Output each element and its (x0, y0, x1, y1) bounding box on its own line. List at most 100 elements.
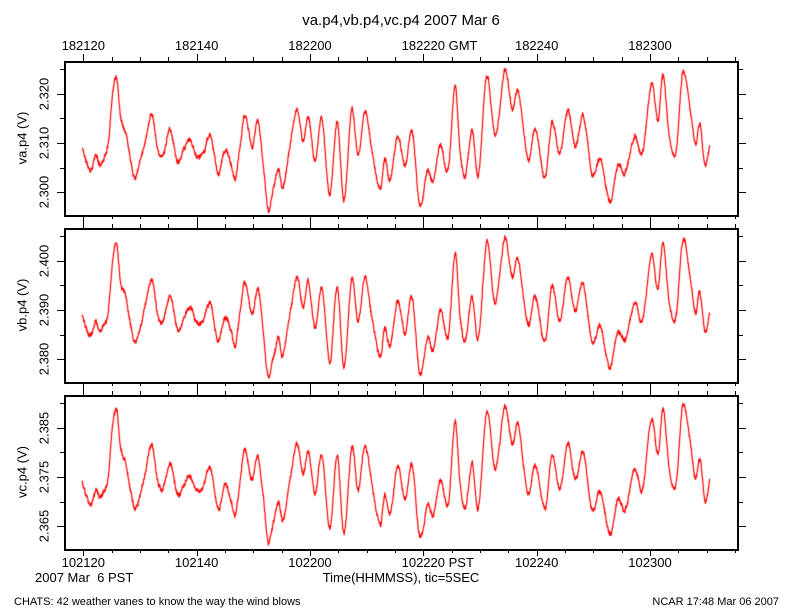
tick-mark (57, 261, 64, 262)
tick-mark (480, 382, 481, 386)
tick-mark (282, 549, 283, 553)
ytick-label: 2.320 (36, 77, 52, 110)
tick-mark (168, 57, 169, 61)
tick-mark (678, 549, 679, 553)
tick-mark (537, 388, 538, 395)
tick-mark (508, 382, 509, 386)
footer-caption: CHATS: 42 weather vanes to know the way … (14, 596, 301, 608)
ytick-label: 2.310 (36, 126, 52, 160)
tick-mark (282, 224, 283, 228)
tick-mark (537, 215, 538, 222)
tick-mark (622, 382, 623, 386)
tick-mark (197, 221, 198, 228)
tick-mark (678, 391, 679, 395)
tick-mark (593, 549, 594, 553)
gmt-tick-label-text: 182140 (174, 38, 219, 53)
tick-mark (650, 215, 651, 222)
tick-mark (678, 382, 679, 386)
tick-mark (565, 549, 566, 553)
tick-mark (508, 391, 509, 395)
tick-mark (565, 215, 566, 219)
tick-mark (225, 224, 226, 228)
tick-mark (423, 54, 424, 61)
tick-mark (140, 224, 141, 228)
tick-mark (480, 224, 481, 228)
tick-mark (253, 549, 254, 553)
ytick-label: 2.375 (36, 460, 52, 494)
tick-mark (739, 428, 746, 429)
tick-mark (480, 549, 481, 553)
tick-mark (310, 388, 311, 395)
tick-mark (57, 477, 64, 478)
tick-mark (452, 224, 453, 228)
timezone-suffix: PST (445, 555, 474, 570)
tick-mark (83, 388, 84, 395)
tick-mark (537, 54, 538, 61)
tick-mark (83, 54, 84, 61)
tick-mark (739, 192, 746, 193)
tick-mark (197, 215, 198, 222)
gmt-tick-label-text: 182300 (628, 38, 672, 53)
tick-mark (452, 549, 453, 553)
ytick-label: 2.380 (36, 342, 52, 376)
pst-tick-label-text: 102220 (401, 555, 446, 570)
gmt-tick-label-text: 182240 (514, 38, 559, 53)
tick-mark (310, 215, 311, 222)
tick-mark (310, 221, 311, 228)
tick-mark (739, 94, 746, 95)
tick-mark (395, 391, 396, 395)
tick-mark (112, 215, 113, 219)
tick-mark (735, 391, 736, 395)
y-axis-title-vc-p4: vc.p4 (V) (14, 445, 30, 499)
tick-mark (480, 391, 481, 395)
tick-mark (739, 69, 743, 70)
tick-mark (60, 118, 64, 119)
tick-mark (739, 403, 743, 404)
tick-mark (197, 388, 198, 395)
tick-mark (282, 57, 283, 61)
tick-mark (622, 215, 623, 219)
tick-mark (537, 549, 538, 556)
tick-mark (508, 57, 509, 61)
tick-mark (739, 236, 743, 237)
tick-mark (739, 261, 746, 262)
tick-mark (57, 359, 64, 360)
ytick-label: 2.365 (36, 509, 52, 543)
tick-mark (57, 428, 64, 429)
gmt-tick-label: 182200 (288, 39, 331, 53)
tick-mark (57, 310, 64, 311)
tick-mark (168, 224, 169, 228)
tick-mark (739, 168, 743, 169)
tick-mark (650, 549, 651, 556)
tick-mark (253, 57, 254, 61)
tick-mark (310, 54, 311, 61)
tick-mark (60, 285, 64, 286)
trace-canvas-vb-p4 (66, 230, 737, 380)
tick-mark (423, 549, 424, 556)
tick-mark (57, 94, 64, 95)
tick-mark (735, 224, 736, 228)
gmt-tick-label: 182220 GMT (402, 39, 478, 53)
tick-mark (735, 215, 736, 219)
tick-mark (83, 215, 84, 222)
ytick-label: 2.300 (36, 175, 52, 209)
tick-mark (367, 224, 368, 228)
timezone-suffix: GMT (445, 38, 478, 53)
tick-mark (60, 502, 64, 503)
tick-mark (112, 57, 113, 61)
pst-tick-label-text: 102140 (174, 555, 219, 570)
pst-tick-label-text: 102200 (288, 555, 332, 570)
tick-mark (282, 382, 283, 386)
x-axis-title: Time(HHMMSS), tic=5SEC (322, 570, 480, 585)
tick-mark (707, 549, 708, 553)
tick-mark (735, 57, 736, 61)
tick-mark (168, 391, 169, 395)
tick-mark (452, 57, 453, 61)
tick-mark (338, 57, 339, 61)
gmt-tick-label: 182240 (515, 39, 558, 53)
tick-mark (60, 452, 64, 453)
tick-mark (452, 215, 453, 219)
tick-mark (310, 382, 311, 389)
tick-mark (197, 382, 198, 389)
